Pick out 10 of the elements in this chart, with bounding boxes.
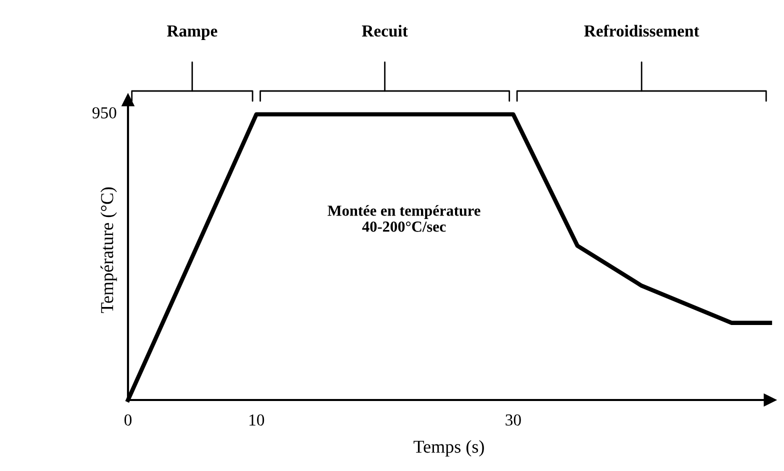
annotation: Montée en température 40-200°C/sec (328, 205, 480, 232)
text: Recuit (362, 24, 408, 37)
x-tick-label: 0 (124, 414, 132, 426)
x-tick-label: 30 (506, 414, 521, 426)
x-tick-label: 10 (250, 414, 264, 426)
x-axis-title: Temps (s) (414, 440, 484, 456)
text: 950 (92, 107, 116, 118)
y-axis-title: Température (°C) (100, 187, 117, 314)
text: Refroidissement (584, 24, 700, 37)
text: Rampe (167, 26, 218, 40)
